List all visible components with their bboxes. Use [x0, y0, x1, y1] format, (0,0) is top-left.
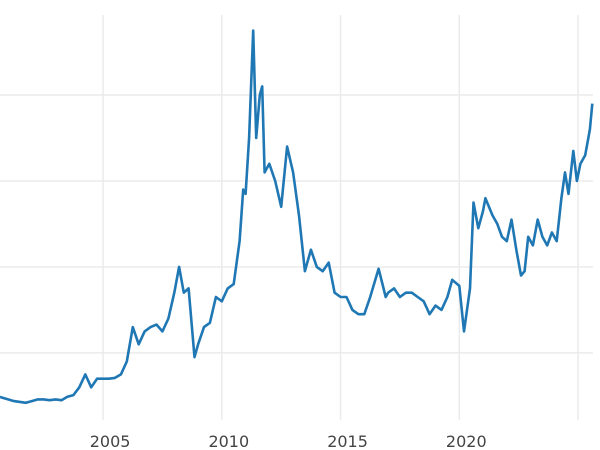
x-tick-label: 2015 — [327, 432, 368, 450]
x-tick-label: 2005 — [90, 432, 131, 450]
horizontal-gridlines — [0, 94, 593, 354]
series-line — [0, 29, 594, 405]
x-axis-tick-labels: 2005 2010 2015 2020 — [90, 432, 487, 450]
vertical-gridlines — [102, 15, 579, 420]
x-tick-label: 2010 — [208, 432, 249, 450]
x-tick-label: 2020 — [446, 432, 487, 450]
